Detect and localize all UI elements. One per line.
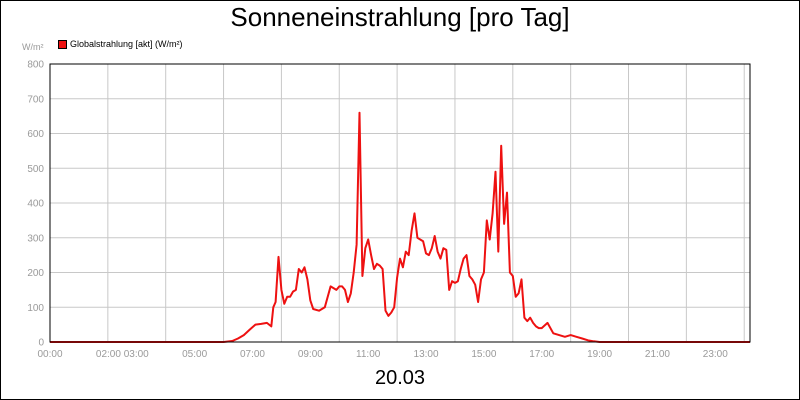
legend-swatch bbox=[58, 39, 67, 49]
y-tick-label: 100 bbox=[27, 303, 44, 314]
x-tick-label: 02:00 03:00 bbox=[96, 349, 149, 360]
plot-area bbox=[49, 63, 751, 343]
y-tick-label: 800 bbox=[27, 60, 44, 71]
x-tick-label: 21:00 bbox=[645, 349, 670, 360]
x-tick-label: 11:00 bbox=[356, 349, 381, 360]
x-tick-label: 09:00 bbox=[298, 349, 323, 360]
legend: Globalstrahlung [akt] (W/m²) bbox=[58, 39, 183, 49]
y-tick-label: 600 bbox=[27, 129, 44, 140]
chart-title: Sonneneinstrahlung [pro Tag] bbox=[230, 2, 570, 32]
y-tick-label: 0 bbox=[38, 338, 44, 349]
legend-entry-label: Globalstrahlung [akt] (W/m²) bbox=[70, 39, 183, 49]
x-tick-label: 00:00 bbox=[37, 349, 62, 360]
x-tick-label: 07:00 bbox=[240, 349, 265, 360]
y-tick-label: 700 bbox=[27, 94, 44, 105]
y-tick-label: 300 bbox=[27, 233, 44, 244]
x-tick-label: 17:00 bbox=[529, 349, 554, 360]
series-line-globalstrahlung bbox=[50, 111, 750, 343]
x-tick-label: 13:00 bbox=[414, 349, 439, 360]
x-axis-label: 20.03 bbox=[374, 367, 426, 389]
y-axis-label: W/m² bbox=[22, 42, 44, 52]
x-tick-label: 23:00 bbox=[703, 349, 728, 360]
y-tick-label: 200 bbox=[27, 268, 44, 279]
x-tick-label: 19:00 bbox=[587, 349, 612, 360]
y-tick-label: 500 bbox=[27, 164, 44, 175]
x-tick-label: 15:00 bbox=[471, 349, 496, 360]
x-tick-label: 05:00 bbox=[182, 349, 207, 360]
y-tick-label: 400 bbox=[27, 199, 44, 210]
